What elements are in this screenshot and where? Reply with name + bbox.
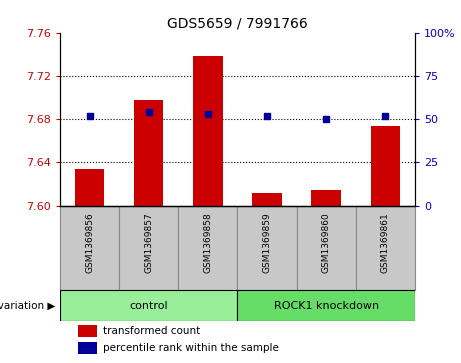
Text: transformed count: transformed count bbox=[102, 326, 200, 336]
Text: percentile rank within the sample: percentile rank within the sample bbox=[102, 343, 278, 353]
Point bbox=[263, 113, 271, 119]
Bar bbox=[178, 206, 237, 290]
Point bbox=[322, 116, 330, 122]
Bar bbox=[237, 290, 415, 321]
Point bbox=[204, 111, 212, 117]
Bar bbox=[356, 206, 415, 290]
Text: GSM1369860: GSM1369860 bbox=[322, 212, 331, 273]
Point bbox=[145, 109, 152, 115]
Bar bbox=[252, 193, 282, 206]
Title: GDS5659 / 7991766: GDS5659 / 7991766 bbox=[167, 16, 308, 30]
Bar bbox=[60, 290, 237, 321]
Bar bbox=[77, 342, 97, 354]
Bar bbox=[296, 206, 356, 290]
Bar bbox=[193, 57, 223, 206]
Point bbox=[86, 113, 93, 119]
Bar bbox=[237, 206, 296, 290]
Text: ROCK1 knockdown: ROCK1 knockdown bbox=[273, 301, 379, 311]
Bar bbox=[371, 126, 400, 206]
Text: GSM1369859: GSM1369859 bbox=[262, 212, 272, 273]
Text: control: control bbox=[130, 301, 168, 311]
Bar bbox=[75, 169, 104, 206]
Text: GSM1369858: GSM1369858 bbox=[203, 212, 213, 273]
Text: GSM1369857: GSM1369857 bbox=[144, 212, 153, 273]
Text: genotype/variation ▶: genotype/variation ▶ bbox=[0, 301, 55, 311]
Bar bbox=[119, 206, 178, 290]
Text: GSM1369856: GSM1369856 bbox=[85, 212, 94, 273]
Bar bbox=[134, 100, 164, 206]
Point bbox=[382, 113, 389, 119]
Bar bbox=[311, 189, 341, 206]
Bar bbox=[77, 325, 97, 337]
Bar bbox=[60, 206, 119, 290]
Text: GSM1369861: GSM1369861 bbox=[381, 212, 390, 273]
